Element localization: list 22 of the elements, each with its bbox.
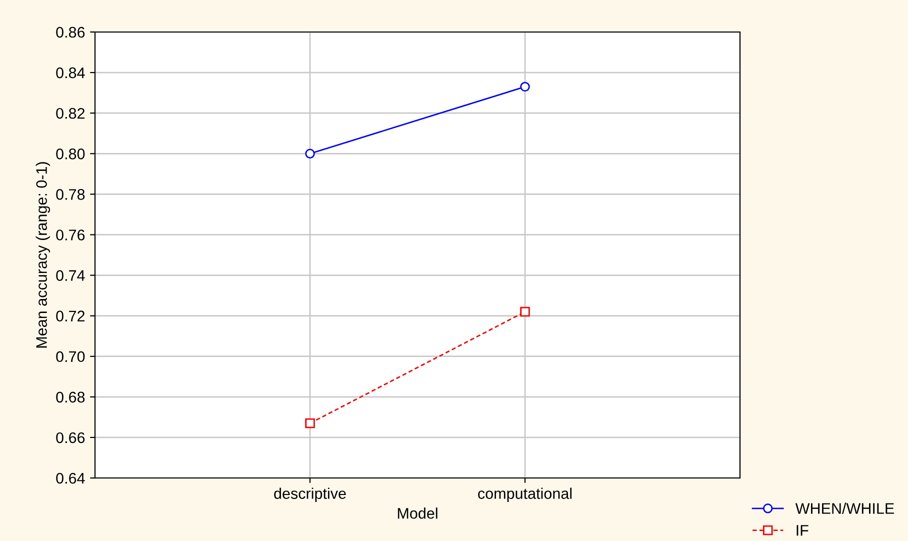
y-tick-label: 0.72 [56, 310, 85, 322]
point [520, 306, 530, 317]
point [520, 82, 530, 92]
y-tick-label: 0.66 [56, 432, 85, 444]
x-axis-title: Model [398, 508, 438, 519]
y-tick-label: 0.78 [56, 189, 85, 200]
y-tick-label: 0.74 [56, 270, 85, 281]
legend-label: IF [796, 525, 808, 536]
y-tick-label: 0.86 [56, 26, 85, 38]
point [305, 148, 315, 158]
y-axis-title: Mean accuracy (range: 0-1) [36, 162, 50, 348]
legend-label: WHEN/WHILE [795, 502, 894, 514]
y-tick-label: 0.82 [56, 108, 85, 119]
y-tick-label: 0.68 [56, 392, 85, 403]
y-tick-label: 0.64 [56, 472, 85, 484]
y-tick-label: 0.80 [56, 148, 85, 160]
x-tick-label: descriptive [274, 488, 346, 502]
point [305, 418, 315, 428]
x-tick-label: computational [478, 488, 572, 502]
y-tick-label: 0.70 [56, 351, 85, 362]
y-tick-label: 0.76 [56, 230, 85, 240]
y-tick-label: 0.84 [56, 67, 85, 78]
